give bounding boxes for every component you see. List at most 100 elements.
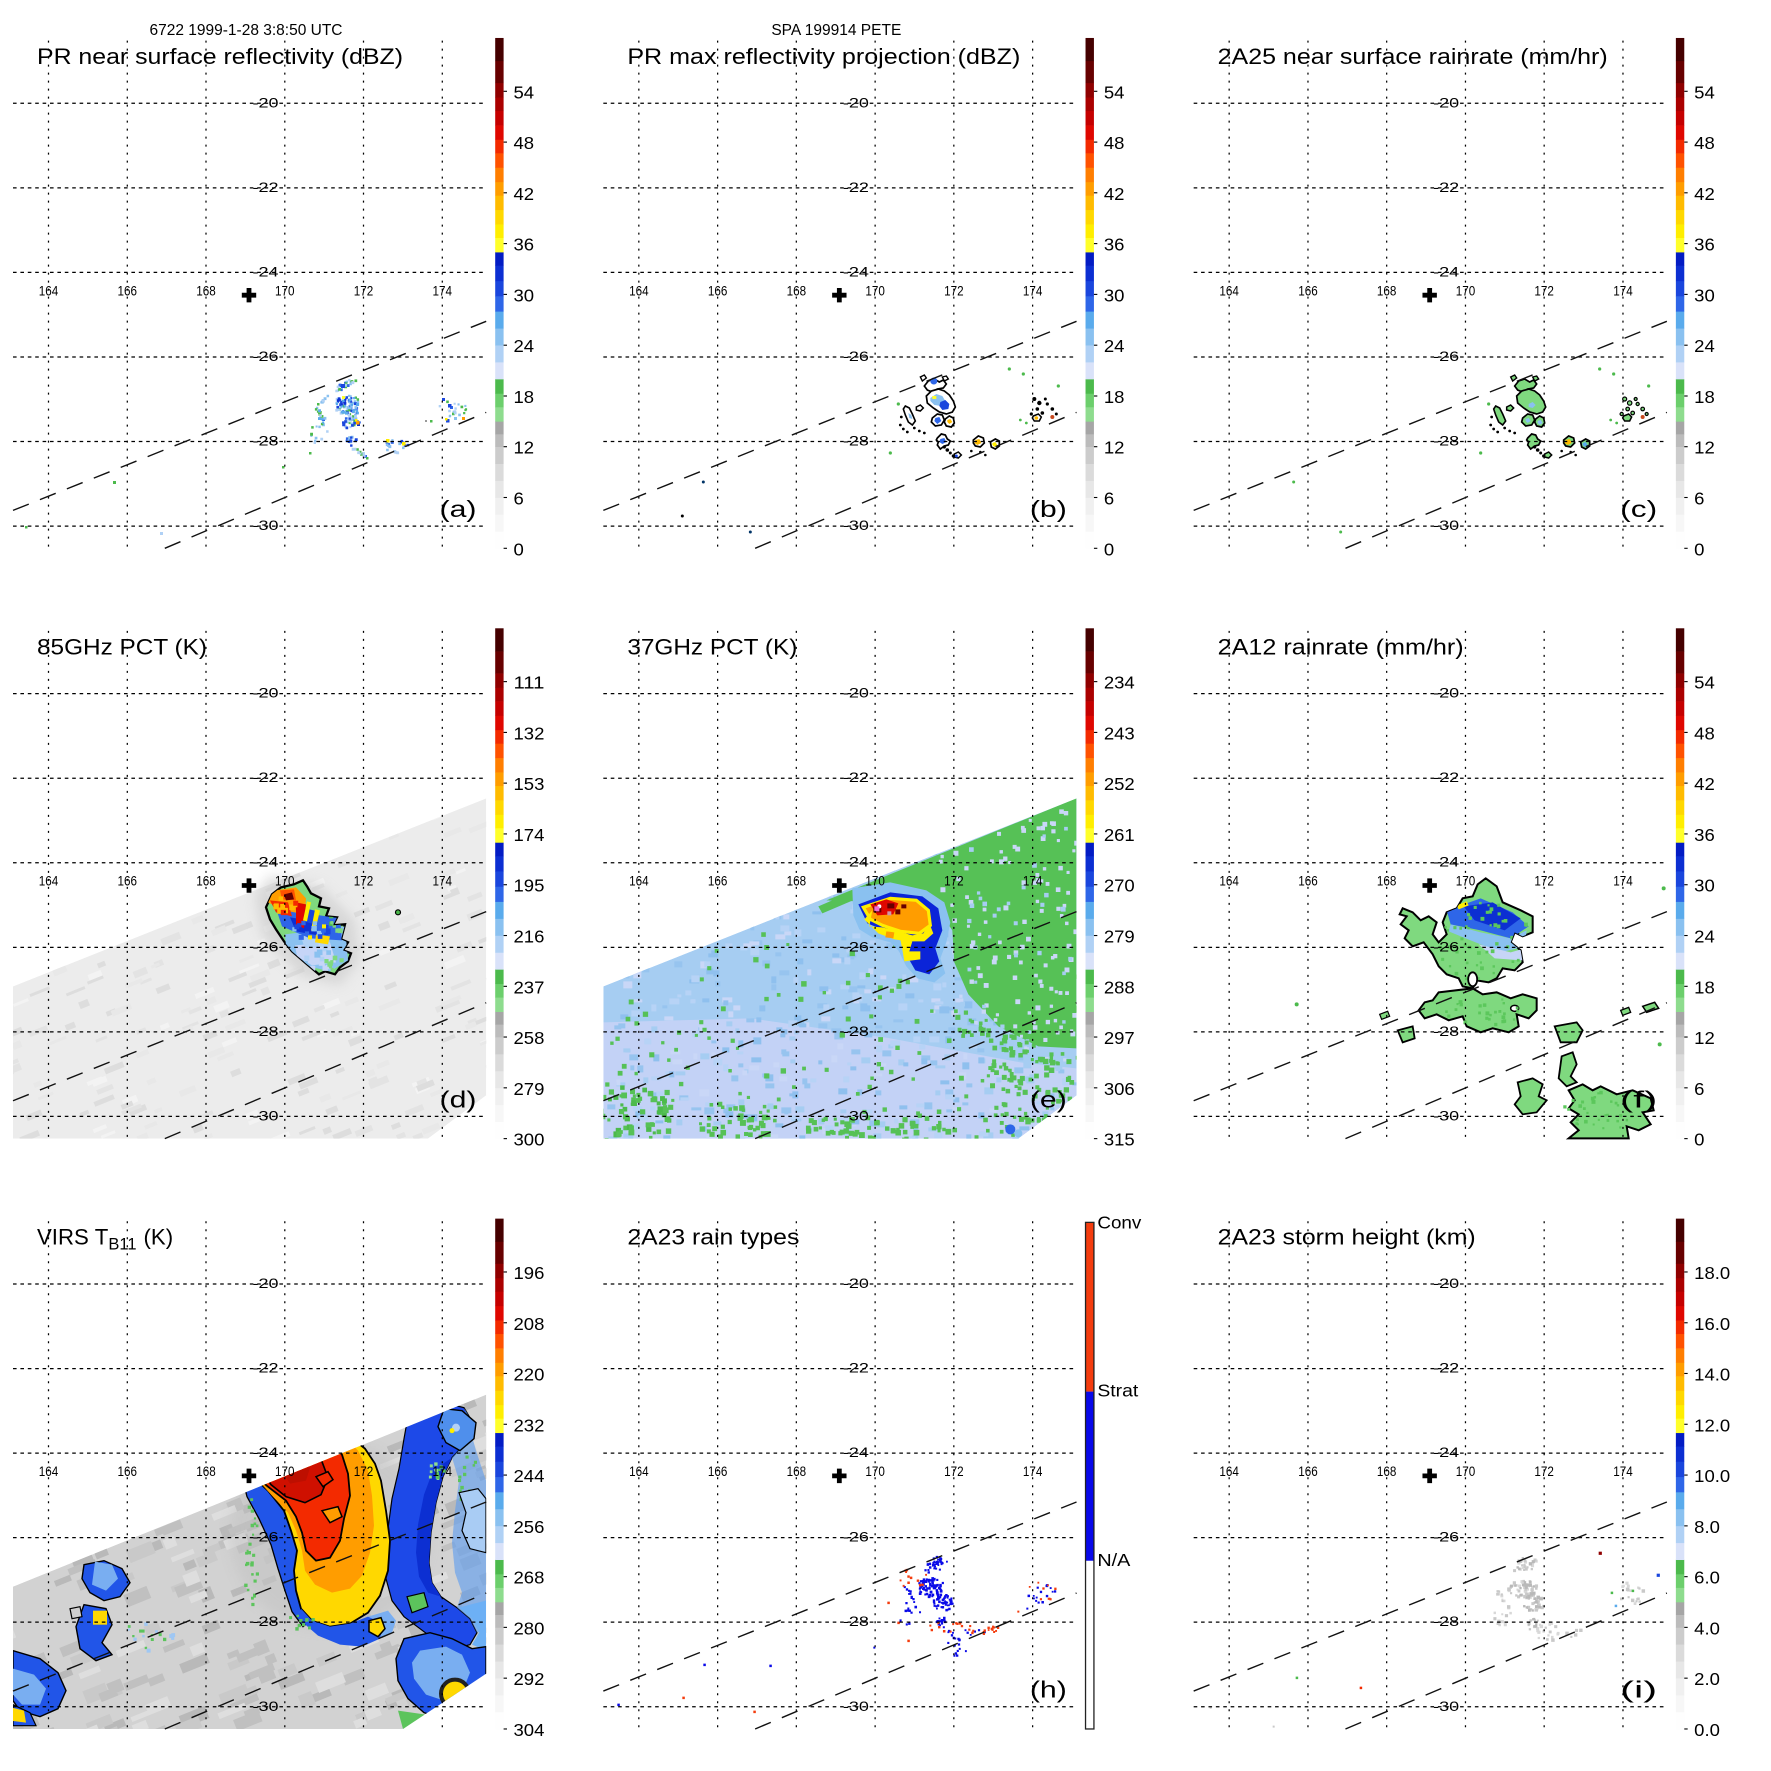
- svg-text:168: 168: [787, 1464, 807, 1479]
- svg-text:292: 292: [514, 1669, 545, 1689]
- svg-text:168: 168: [196, 1464, 216, 1479]
- svg-text:14.0: 14.0: [1694, 1364, 1730, 1384]
- svg-text:166: 166: [708, 1464, 728, 1479]
- svg-text:-26: -26: [1433, 349, 1459, 364]
- svg-text:2A23 storm height (km): 2A23 storm height (km): [1218, 1225, 1476, 1250]
- svg-text:-20: -20: [1433, 1276, 1459, 1291]
- svg-text:6.0: 6.0: [1694, 1568, 1720, 1588]
- svg-text:(h): (h): [1030, 1677, 1067, 1703]
- svg-text:6: 6: [1694, 1079, 1704, 1099]
- svg-text:N/A: N/A: [1097, 1550, 1130, 1570]
- svg-text:2A12 rainrate (mm/hr): 2A12 rainrate (mm/hr): [1218, 634, 1464, 659]
- svg-text:170: 170: [275, 1464, 295, 1479]
- svg-text:261: 261: [1104, 825, 1135, 845]
- svg-text:0.0: 0.0: [1694, 1720, 1720, 1740]
- svg-text:164: 164: [1219, 874, 1239, 889]
- svg-text:279: 279: [514, 1079, 545, 1099]
- svg-text:172: 172: [944, 874, 964, 889]
- svg-text:-26: -26: [1433, 1530, 1459, 1545]
- svg-text:12: 12: [514, 438, 535, 458]
- svg-text:258: 258: [514, 1028, 545, 1048]
- svg-text:300: 300: [514, 1130, 545, 1150]
- svg-text:10.0: 10.0: [1694, 1466, 1730, 1486]
- svg-text:16.0: 16.0: [1694, 1314, 1730, 1334]
- svg-text:174: 174: [433, 283, 453, 298]
- svg-text:315: 315: [1104, 1130, 1135, 1150]
- svg-text:-26: -26: [253, 939, 279, 954]
- svg-text:-20: -20: [843, 1276, 869, 1291]
- svg-text:164: 164: [39, 874, 59, 889]
- svg-text:166: 166: [1298, 1464, 1318, 1479]
- svg-text:(a): (a): [440, 496, 477, 522]
- svg-text:111: 111: [514, 673, 545, 693]
- svg-text:6722 1999-1-28 3:8:50 UTC: 6722 1999-1-28 3:8:50 UTC: [150, 22, 343, 39]
- svg-text:30: 30: [1694, 876, 1715, 896]
- svg-text:-20: -20: [1433, 686, 1459, 701]
- svg-text:234: 234: [1104, 673, 1135, 693]
- svg-text:-28: -28: [843, 1024, 869, 1039]
- svg-text:172: 172: [944, 283, 964, 298]
- svg-text:-20: -20: [253, 1276, 279, 1291]
- svg-text:166: 166: [118, 283, 138, 298]
- svg-text:30: 30: [514, 285, 535, 305]
- svg-text:153: 153: [514, 774, 545, 794]
- svg-text:54: 54: [514, 82, 535, 102]
- svg-text:-20: -20: [843, 95, 869, 110]
- svg-text:12: 12: [1694, 438, 1715, 458]
- svg-text:208: 208: [514, 1314, 545, 1334]
- svg-text:164: 164: [1219, 1464, 1239, 1479]
- svg-text:(d): (d): [440, 1086, 477, 1112]
- svg-text:132: 132: [514, 723, 545, 743]
- svg-text:18.0: 18.0: [1694, 1263, 1730, 1283]
- svg-text:6: 6: [1694, 489, 1704, 509]
- svg-text:244: 244: [514, 1466, 545, 1486]
- svg-text:36: 36: [514, 235, 535, 255]
- svg-text:(e): (e): [1030, 1086, 1067, 1112]
- svg-text:2.0: 2.0: [1694, 1669, 1720, 1689]
- svg-text:-28: -28: [843, 434, 869, 449]
- svg-text:(c): (c): [1620, 496, 1657, 522]
- svg-text:-26: -26: [253, 1530, 279, 1545]
- svg-text:-20: -20: [843, 686, 869, 701]
- svg-text:-20: -20: [1433, 95, 1459, 110]
- svg-text:172: 172: [944, 1464, 964, 1479]
- svg-text:166: 166: [118, 1464, 138, 1479]
- svg-text:0: 0: [1104, 539, 1115, 559]
- svg-text:-24: -24: [1433, 1445, 1460, 1460]
- svg-text:24: 24: [1694, 336, 1715, 356]
- svg-text:174: 174: [1613, 283, 1633, 298]
- svg-text:172: 172: [354, 874, 374, 889]
- svg-text:(f): (f): [1620, 1086, 1657, 1112]
- svg-text:166: 166: [708, 874, 728, 889]
- svg-text:42: 42: [1104, 184, 1125, 204]
- svg-text:54: 54: [1104, 82, 1125, 102]
- svg-text:170: 170: [1456, 283, 1476, 298]
- svg-text:168: 168: [787, 283, 807, 298]
- svg-text:-24: -24: [843, 1445, 870, 1460]
- svg-text:SPA 199914 PETE: SPA 199914 PETE: [771, 22, 901, 39]
- svg-text:-30: -30: [253, 518, 279, 533]
- svg-text:8.0: 8.0: [1694, 1517, 1720, 1537]
- svg-text:0: 0: [1694, 539, 1705, 559]
- svg-text:42: 42: [1694, 774, 1715, 794]
- svg-text:166: 166: [1298, 874, 1318, 889]
- svg-text:168: 168: [1377, 874, 1397, 889]
- svg-text:6: 6: [1104, 489, 1114, 509]
- svg-text:174: 174: [1023, 283, 1043, 298]
- svg-text:170: 170: [275, 283, 295, 298]
- svg-text:164: 164: [629, 283, 649, 298]
- svg-text:36: 36: [1104, 235, 1125, 255]
- svg-text:42: 42: [514, 184, 535, 204]
- svg-text:-28: -28: [1433, 434, 1459, 449]
- svg-text:-30: -30: [843, 1699, 869, 1714]
- svg-text:0: 0: [1694, 1130, 1705, 1150]
- svg-text:-20: -20: [253, 95, 279, 110]
- svg-text:174: 174: [433, 1464, 453, 1479]
- svg-text:48: 48: [1694, 133, 1715, 153]
- svg-text:-30: -30: [1433, 1108, 1459, 1123]
- svg-text:237: 237: [514, 977, 545, 997]
- svg-text:-28: -28: [1433, 1024, 1459, 1039]
- svg-text:48: 48: [514, 133, 535, 153]
- svg-text:195: 195: [514, 876, 545, 896]
